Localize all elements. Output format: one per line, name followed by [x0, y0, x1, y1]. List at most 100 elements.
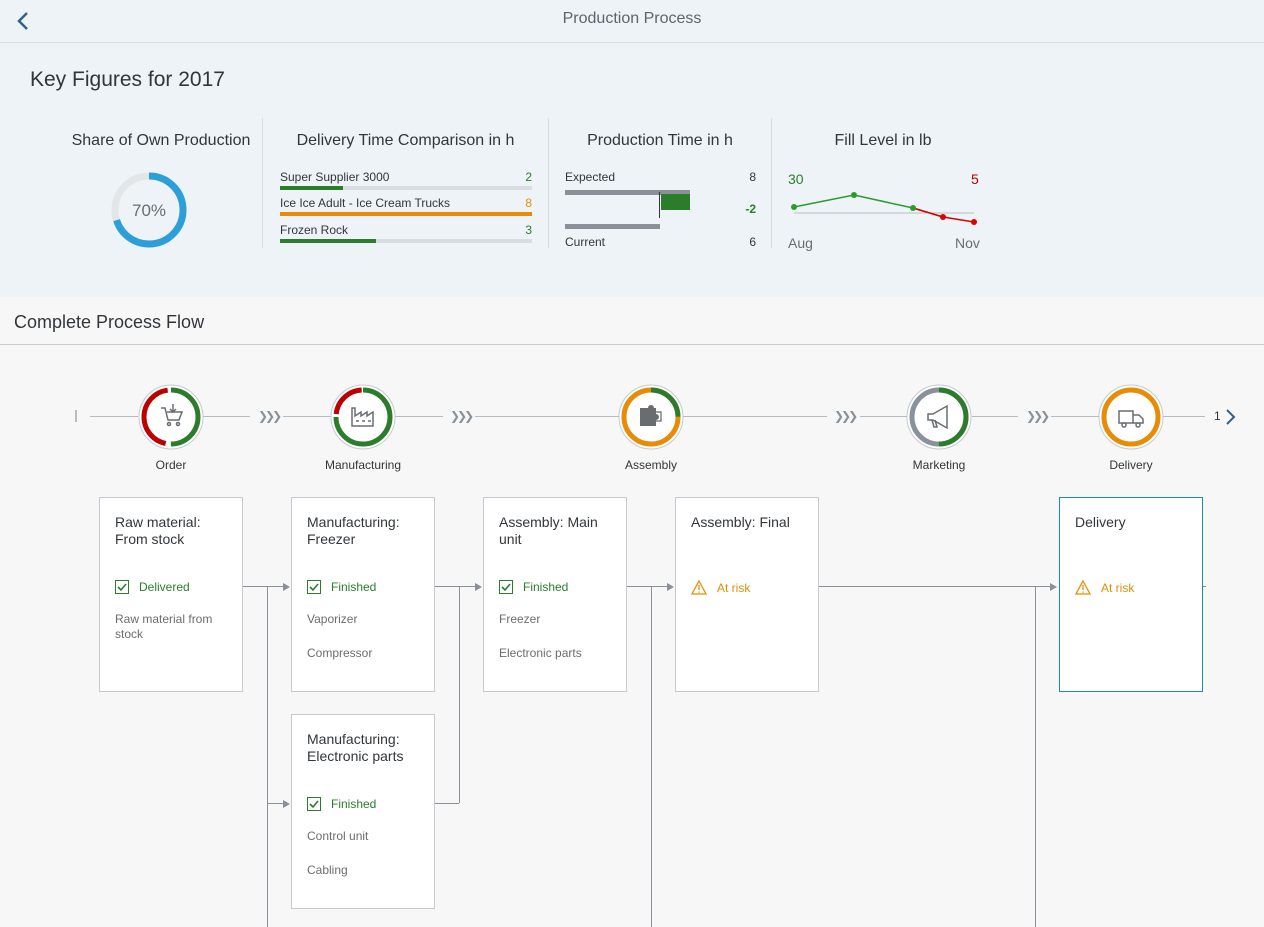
fill-point: [791, 204, 797, 210]
cart-icon: [161, 404, 184, 427]
lane-start-marker: [75, 410, 77, 422]
lane-node-marketing[interactable]: [906, 384, 972, 450]
fill-right-label: Nov: [955, 235, 980, 251]
chevron-left-icon: [17, 12, 28, 30]
comparison-label: Super Supplier 3000: [280, 170, 390, 184]
card-status-text: At risk: [717, 580, 751, 595]
card-title: Raw material: From stock: [115, 514, 201, 547]
chevrons-icon: ❯❯❯: [450, 409, 474, 423]
process-card-assembly-main[interactable]: Assembly: Main unit Finished Freezer Ele…: [483, 497, 627, 692]
comparison-label: Ice Ice Adult - Ice Cream Trucks: [280, 196, 451, 210]
expected-value: 8: [749, 170, 756, 184]
process-card-manufacturing-freezer[interactable]: Manufacturing: Freezer Finished Vaporize…: [291, 497, 435, 692]
card-status: Finished: [307, 580, 376, 594]
comparison-value: 2: [525, 170, 532, 184]
page-title: Production Process: [562, 10, 702, 27]
production-time-tile[interactable]: Production Time in h Expected 8 -2 Curre…: [548, 118, 771, 249]
delta-marker: [659, 192, 660, 218]
production-title: Production Time in h: [587, 132, 733, 149]
card-status-text: Delivered: [139, 580, 190, 594]
card-status-text: Finished: [331, 580, 377, 594]
process-flow-title: Complete Process Flow: [14, 312, 205, 332]
card-text: Control unit: [307, 829, 369, 843]
delivery-tile[interactable]: Delivery Time Comparison in h Super Supp…: [262, 118, 548, 248]
card-title: Manufacturing: Freezer: [307, 514, 400, 547]
megaphone-icon: [927, 404, 948, 430]
share-donut: 70%: [111, 172, 187, 248]
card-text: Compressor: [307, 646, 373, 660]
checkbox-checked-icon: [499, 580, 513, 594]
current-label: Current: [565, 235, 606, 249]
chevrons-icon: ❯❯❯: [834, 409, 858, 423]
card-text: Raw material from stock: [115, 612, 213, 641]
key-figures-heading: Key Figures for 2017: [30, 68, 225, 91]
process-card-manufacturing-electronic[interactable]: Manufacturing: Electronic parts Finished…: [291, 714, 435, 909]
delivery-title: Delivery Time Comparison in h: [296, 132, 515, 149]
lane-label-manufacturing: Manufacturing: [324, 458, 402, 472]
fill-point: [910, 205, 916, 211]
comparison-bar: [280, 239, 376, 243]
pager-count: 1: [1214, 409, 1221, 423]
donut-fill: [111, 172, 187, 248]
card-status: At risk: [691, 580, 750, 595]
card-status: At risk: [1075, 580, 1134, 595]
card-text: Cabling: [307, 863, 348, 877]
delta-value: -2: [745, 202, 756, 216]
process-card-raw-material[interactable]: Raw material: From stock Delivered Raw m…: [99, 497, 243, 692]
share-value: 70%: [132, 201, 166, 220]
fill-line-green: [793, 194, 944, 218]
process-card-delivery[interactable]: Delivery At risk: [1059, 497, 1203, 692]
factory-icon: [351, 407, 374, 427]
fill-point: [851, 192, 857, 198]
card-text: Freezer: [499, 612, 541, 626]
fill-level-tile[interactable]: Fill Level in lb 30 5 Aug Nov: [771, 118, 994, 251]
fill-sparkline: [791, 192, 977, 225]
card-title: Assembly: Final: [691, 514, 790, 530]
lane-node-order[interactable]: [138, 384, 204, 450]
share-title: Share of Own Production: [71, 132, 251, 149]
card-status: Finished: [307, 797, 376, 811]
fill-point: [940, 214, 946, 220]
process-card-assembly-final[interactable]: Assembly: Final At risk: [675, 497, 819, 692]
card-text: Electronic parts: [499, 646, 582, 660]
card-status-text: Finished: [331, 797, 377, 811]
truck-icon: [1118, 410, 1144, 428]
comparison-value: 8: [525, 196, 532, 210]
lane-label-order: Order: [155, 458, 187, 472]
card-status: Finished: [499, 580, 568, 594]
fill-right-value: 5: [971, 171, 979, 187]
lane-label-assembly: Assembly: [624, 458, 677, 472]
chevrons-icon: ❯❯❯: [1026, 409, 1050, 423]
current-bar: [565, 224, 660, 229]
warning-icon: [691, 580, 707, 595]
expected-bar: [565, 190, 690, 195]
checkbox-checked-icon: [307, 580, 321, 594]
fill-point: [971, 219, 977, 225]
card-status-text: At risk: [1101, 580, 1135, 595]
comparison-label: Frozen Rock: [280, 223, 349, 237]
lane-node-assembly[interactable]: [618, 384, 684, 450]
process-flow-header: Complete Process Flow: [0, 297, 1264, 345]
process-flow: ❯❯❯ ❯❯❯ ❯❯❯ ❯❯❯: [0, 346, 1264, 927]
warning-icon: [1075, 580, 1091, 595]
comparison-value: 3: [525, 223, 532, 237]
fill-left-label: Aug: [788, 235, 813, 251]
comparison-bar: [280, 186, 343, 190]
share-tile[interactable]: Share of Own Production 70%: [60, 118, 262, 248]
checkbox-checked-icon: [307, 797, 321, 811]
fill-title: Fill Level in lb: [834, 132, 932, 149]
back-button[interactable]: [8, 6, 38, 36]
card-status: Delivered: [115, 580, 190, 594]
card-text: Vaporizer: [307, 612, 358, 626]
current-value: 6: [749, 235, 756, 249]
lane-node-delivery[interactable]: [1098, 384, 1164, 450]
lane-node-manufacturing[interactable]: [330, 384, 396, 450]
card-title: Assembly: Main unit: [499, 514, 598, 547]
fill-left-value: 30: [788, 171, 804, 187]
shell-bar: Production Process: [0, 0, 1264, 43]
card-title: Delivery: [1075, 514, 1126, 530]
key-figures-panel: Key Figures for 2017 Share of Own Produc…: [0, 43, 1264, 297]
checkbox-checked-icon: [115, 580, 129, 594]
lane-label-marketing: Marketing: [912, 458, 966, 472]
chevron-right-icon[interactable]: [1224, 408, 1236, 426]
